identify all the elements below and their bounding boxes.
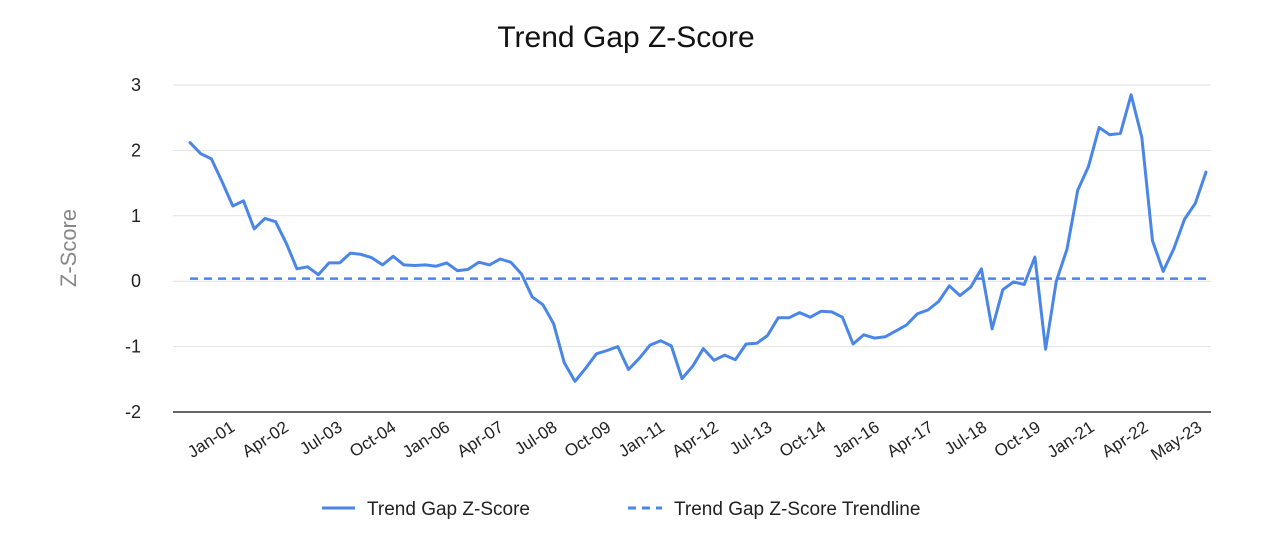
x-tick-label: Apr-02 bbox=[239, 417, 292, 461]
y-tick-label: -2 bbox=[125, 402, 141, 422]
x-tick-label: Jul-08 bbox=[511, 417, 560, 458]
x-tick-label: Apr-12 bbox=[669, 417, 722, 461]
x-tick-label: Jan-11 bbox=[615, 417, 668, 461]
x-tick-label: Jul-18 bbox=[941, 417, 990, 458]
x-tick-label: Apr-22 bbox=[1098, 417, 1151, 461]
x-tick-label: Jan-21 bbox=[1044, 417, 1098, 461]
x-tick-label: Apr-17 bbox=[883, 417, 936, 461]
x-tick-label: Apr-07 bbox=[454, 417, 507, 461]
x-axis-ticks: Jan-01 Apr-02 Jul-03 Oct-04 Jan-06 Apr-07 Jul-… bbox=[184, 417, 1205, 464]
y-tick-label: -1 bbox=[125, 337, 141, 357]
chart-title: Trend Gap Z-Score bbox=[497, 21, 754, 54]
series-layer bbox=[188, 93, 1208, 383]
x-tick-label: Oct-09 bbox=[561, 417, 614, 461]
legend-label-trend-gap-z-score: Trend Gap Z-Score bbox=[367, 499, 530, 520]
y-tick-label: 0 bbox=[131, 271, 141, 291]
y-axis-label: Z-Score bbox=[56, 209, 81, 287]
trend-gap-z-score-line bbox=[188, 93, 1208, 383]
x-tick-label: Jan-16 bbox=[829, 417, 883, 461]
x-tick-label: Jul-03 bbox=[296, 417, 345, 458]
legend: Trend Gap Z-Score Trend Gap Z-Score Tren… bbox=[322, 499, 920, 520]
x-tick-label: Jul-13 bbox=[726, 417, 775, 458]
x-tick-label: Jan-06 bbox=[399, 417, 453, 461]
grid bbox=[173, 84, 1211, 413]
y-tick-label: 1 bbox=[131, 206, 141, 226]
x-tick-label: Oct-04 bbox=[346, 417, 399, 461]
x-tick-label: Jan-01 bbox=[184, 417, 238, 461]
x-tick-label: Oct-14 bbox=[776, 417, 829, 461]
legend-label-trendline: Trend Gap Z-Score Trendline bbox=[674, 499, 920, 520]
x-tick-label: May-23 bbox=[1147, 417, 1205, 464]
y-tick-label: 3 bbox=[131, 75, 141, 95]
x-tick-label: Oct-19 bbox=[991, 417, 1044, 461]
y-tick-label: 2 bbox=[131, 140, 141, 160]
y-axis-ticks: 3 2 1 0 -1 -2 bbox=[125, 75, 141, 422]
